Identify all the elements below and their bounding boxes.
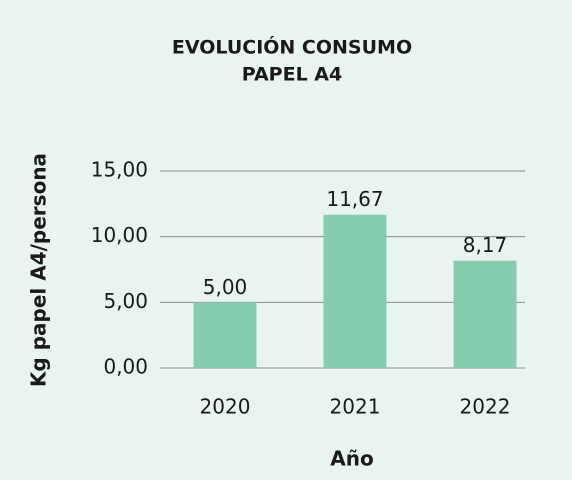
- bar: [453, 260, 517, 368]
- bar: [323, 214, 387, 368]
- value-label: 11,67: [326, 187, 383, 211]
- chart-title: PAPEL A4: [242, 64, 342, 86]
- y-tick-label: 0,00: [103, 355, 148, 379]
- chart-title: EVOLUCIÓN CONSUMO: [172, 35, 412, 59]
- x-tick-label: 2021: [330, 395, 381, 419]
- value-label: 8,17: [463, 233, 508, 257]
- bar: [193, 302, 257, 368]
- x-tick-label: 2020: [200, 395, 251, 419]
- y-tick-label: 15,00: [91, 158, 148, 182]
- value-label: 5,00: [203, 275, 248, 299]
- y-tick-label: 10,00: [91, 223, 148, 247]
- x-axis-label: Año: [330, 447, 373, 471]
- x-tick-label: 2022: [460, 395, 511, 419]
- y-tick-label: 5,00: [103, 289, 148, 313]
- y-axis-label: Kg papel A4/persona: [27, 153, 51, 387]
